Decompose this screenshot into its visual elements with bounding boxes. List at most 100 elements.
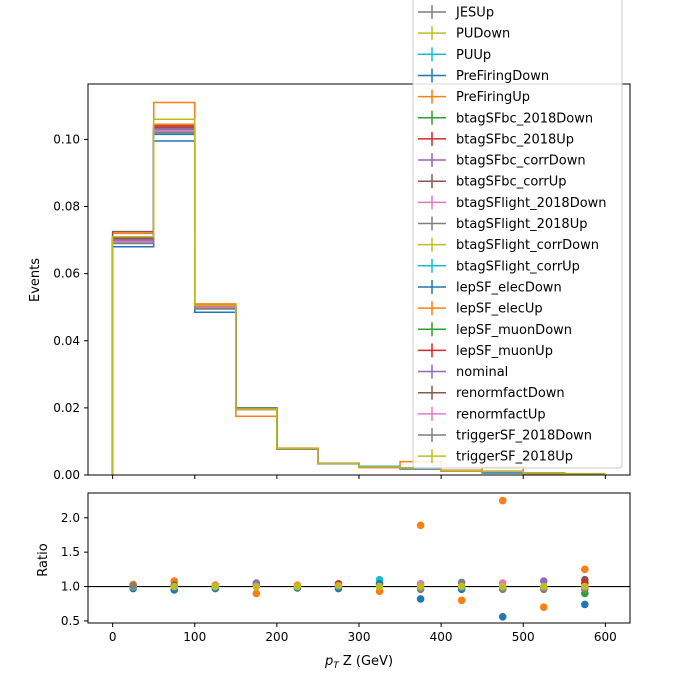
- main-y-ticks: 0.00 0.02 0.04 0.06 0.08 0.10: [53, 132, 88, 482]
- legend-label-8: btagSFbc_corrUp: [456, 175, 567, 190]
- legend-label-21: triggerSF_2018Up: [456, 450, 573, 465]
- ratio-points-layer: [129, 496, 589, 621]
- legend-entry-1: PUDown: [418, 26, 510, 42]
- ratio-point-20: [334, 582, 343, 590]
- ratio-point-10: [211, 582, 220, 591]
- legend-entry-9: btagSFlight_2018Down: [418, 195, 607, 211]
- ratio-xtick-label-6: 600: [594, 630, 617, 644]
- x-axis-label-text: Z (GeV): [339, 654, 393, 669]
- ratio-xtick-label-3: 300: [348, 630, 371, 644]
- legend-entry-7: btagSFbc_corrDown: [418, 153, 586, 169]
- legend-label-6: btagSFbc_2018Up: [456, 132, 574, 147]
- main-ytick-label-3: 0.06: [53, 267, 80, 281]
- legend-label-17: nominal: [456, 365, 508, 380]
- legend-entry-10: btagSFlight_2018Up: [418, 216, 587, 232]
- legend-entry-5: btagSFbc_2018Down: [418, 110, 593, 126]
- ratio-axes-frame: [87, 492, 631, 624]
- main-ytick-label-1: 0.02: [53, 401, 80, 415]
- ratio-point-14: [252, 582, 261, 591]
- legend-entry-17: nominal: [418, 364, 508, 380]
- legend-entry-11: btagSFlight_corrDown: [418, 237, 599, 253]
- ratio-y-ticks: 0.5 1.0 1.5 2.0: [61, 511, 88, 628]
- legend-label-14: lepSF_elecUp: [456, 302, 543, 317]
- legend-label-11: btagSFlight_corrDown: [456, 238, 599, 253]
- legend-label-10: btagSFlight_2018Up: [456, 217, 587, 232]
- ratio-ytick-label-1: 1.0: [61, 580, 80, 594]
- ratio-xtick-label-5: 500: [512, 630, 535, 644]
- histogram-series-layer: [111, 101, 606, 476]
- ratio-point-42: [539, 582, 548, 591]
- legend-entry-8: btagSFbc_corrUp: [418, 174, 567, 190]
- ratio-point-40: [539, 577, 548, 585]
- main-x-ticks: [112, 475, 606, 479]
- legend-label-15: lepSF_muonDown: [456, 323, 572, 338]
- legend-entry-2: PUUp: [418, 47, 491, 63]
- legend-entry-3: PreFiringDown: [418, 68, 549, 84]
- legend-label-9: btagSFlight_2018Down: [456, 196, 607, 211]
- hist-series-21: [111, 118, 606, 475]
- ratio-ytick-label-0: 0.5: [61, 614, 80, 628]
- legend-label-5: btagSFbc_2018Down: [456, 111, 593, 126]
- ratio-point-7: [170, 582, 179, 591]
- legend-entry-19: renormfactUp: [418, 406, 546, 422]
- ratio-point-11: [252, 589, 261, 598]
- ratio-ytick-label-3: 2.0: [61, 511, 80, 525]
- legend-entry-0: JESUp: [418, 5, 494, 21]
- main-y-axis-label: Events: [28, 258, 43, 302]
- ratio-point-49: [581, 582, 589, 591]
- legend-label-20: triggerSF_2018Down: [456, 429, 592, 444]
- legend-label-13: lepSF_elecDown: [456, 280, 562, 295]
- ratio-point-17: [293, 582, 302, 591]
- legend-entry-4: PreFiringUp: [418, 89, 530, 105]
- legend-entry-6: btagSFbc_2018Up: [418, 131, 574, 147]
- main-ytick-label-0: 0.00: [53, 468, 80, 482]
- x-axis-label-subscript: T: [333, 661, 340, 671]
- x-axis-label: pT Z (GeV): [324, 654, 393, 671]
- ratio-point-33: [457, 582, 466, 591]
- legend-label-12: btagSFlight_corrUp: [456, 259, 580, 274]
- ratio-xtick-label-1: 100: [183, 630, 206, 644]
- legend-label-2: PUUp: [456, 48, 491, 63]
- legend-label-3: PreFiringDown: [456, 69, 549, 84]
- ratio-xtick-label-2: 200: [265, 630, 288, 644]
- ratio-point-24: [375, 582, 384, 591]
- main-ytick-label-5: 0.10: [53, 132, 80, 146]
- ratio-xtick-label-4: 400: [430, 630, 453, 644]
- legend-entry-12: btagSFlight_corrUp: [418, 258, 580, 274]
- main-plot: 0.00 0.02 0.04 0.06 0.08 0.10 Events: [28, 83, 631, 482]
- legend-entry-13: lepSF_elecDown: [418, 279, 562, 295]
- ratio-point-29: [416, 582, 425, 591]
- legend-label-0: JESUp: [455, 6, 494, 21]
- legend-label-4: PreFiringUp: [456, 90, 530, 105]
- ratio-point-39: [539, 603, 548, 611]
- legend-label-16: lepSF_muonUp: [456, 344, 553, 359]
- x-axis-label-symbol: p: [324, 654, 333, 669]
- ratio-ytick-label-2: 1.5: [61, 545, 80, 559]
- legend-entry-16: lepSF_muonUp: [418, 343, 553, 359]
- ratio-point-38: [498, 582, 507, 591]
- legend-label-7: btagSFbc_corrDown: [456, 154, 586, 169]
- ratio-point-3: [129, 582, 137, 590]
- ratio-point-25: [416, 595, 425, 603]
- ratio-plot: 0 100 200 300 400 500 600 0.5 1.0 1.5 2.0 Ratio p…: [36, 492, 631, 671]
- ratio-point-30: [457, 596, 466, 605]
- legend-entries: JESUp PUDown PUUp PreFiringDown PreFiringUp b…: [418, 5, 607, 465]
- legend: JESUp PUDown PUUp PreFiringDown PreFiringUp b…: [412, 0, 623, 469]
- ratio-x-ticks: 0 100 200 300 400 500 600: [109, 623, 617, 644]
- ratio-point-35: [498, 496, 507, 505]
- legend-entry-15: lepSF_muonDown: [418, 322, 572, 338]
- ratio-point-44: [581, 565, 589, 574]
- ratio-point-34: [498, 613, 507, 621]
- ratio-y-axis-label: Ratio: [36, 543, 51, 576]
- legend-label-1: PUDown: [456, 27, 510, 42]
- ratio-point-26: [416, 521, 425, 530]
- legend-entry-21: triggerSF_2018Up: [418, 449, 573, 465]
- legend-entry-20: triggerSF_2018Down: [418, 428, 592, 444]
- legend-entry-18: renormfactDown: [418, 385, 565, 401]
- main-ytick-label-2: 0.04: [53, 334, 80, 348]
- legend-box: [412, 0, 623, 469]
- ratio-xtick-label-0: 0: [109, 630, 117, 644]
- legend-entry-14: lepSF_elecUp: [418, 301, 543, 317]
- legend-label-18: renormfactDown: [456, 386, 565, 401]
- ratio-point-43: [581, 600, 589, 609]
